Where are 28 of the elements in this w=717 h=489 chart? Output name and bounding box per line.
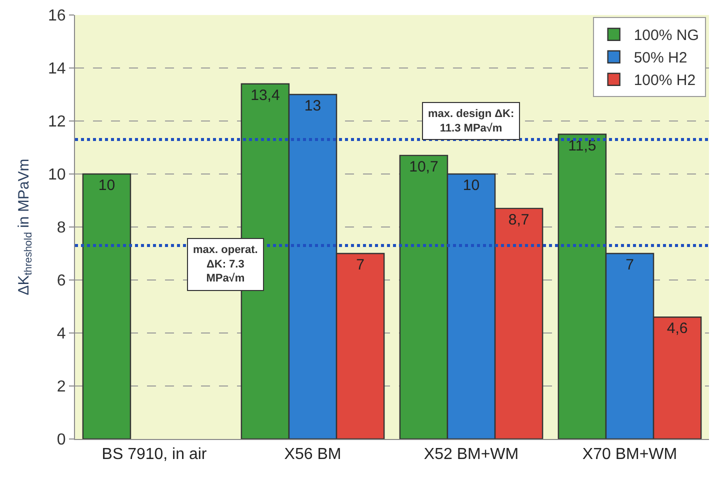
y-tick-label: 12: [48, 114, 66, 131]
y-tick-label: 0: [56, 432, 66, 449]
data-label: 13: [304, 98, 322, 114]
data-label: 7: [356, 256, 364, 274]
ref-line-label: max. operat. ΔK: 7.3 MPa√m: [193, 244, 258, 285]
legend-label: 100% H2: [634, 72, 696, 90]
y-tick-label: 8: [56, 220, 66, 237]
y-tick-label: 2: [56, 378, 66, 396]
bar: [82, 173, 132, 439]
data-label: 10,7: [409, 158, 438, 176]
legend-label: 50% H2: [634, 50, 688, 67]
data-label: 10: [462, 177, 480, 194]
y-tick-label: 16: [48, 8, 66, 25]
legend-label: 100% NG: [634, 27, 699, 44]
x-tick-label: X70 BM+WM: [582, 446, 678, 464]
data-label: 13,4: [250, 86, 280, 104]
ref-line-label: max. design ΔK: 11.3 MPa√m: [428, 108, 514, 134]
x-tick-label: BS 7910, in air: [102, 446, 208, 464]
data-label: 10: [98, 177, 116, 194]
x-tick-label: X56 BM: [284, 446, 342, 464]
y-tick-label: 4: [56, 326, 66, 343]
y-tick-label: 6: [56, 272, 66, 290]
data-label: 7: [626, 256, 634, 274]
y-tick-label: 10: [48, 166, 66, 184]
data-label: 4,6: [666, 320, 688, 338]
data-label: 8,7: [508, 211, 530, 228]
x-tick-label: X52 BM+WM: [424, 446, 519, 464]
y-tick-label: 14: [48, 60, 66, 78]
